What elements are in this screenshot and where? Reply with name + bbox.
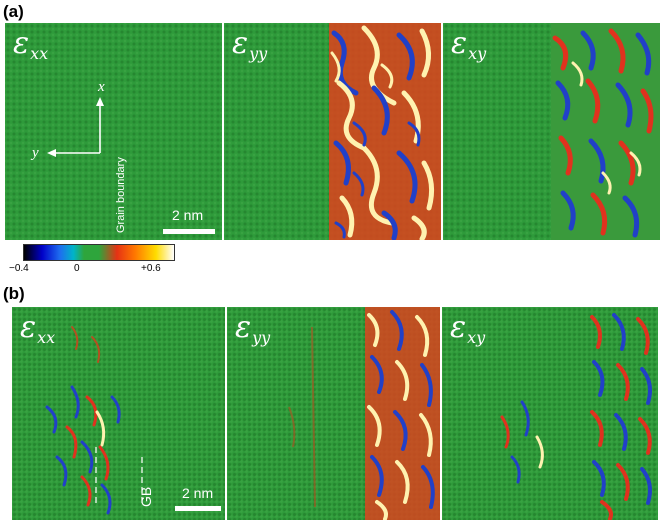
- strain-label-b-eyy: εyy: [235, 310, 271, 348]
- colorbar-mid-label: 0: [74, 263, 80, 274]
- axes-arrows: [47, 97, 104, 157]
- panel-b-exy: εxy: [442, 307, 658, 520]
- y-axis-label: y: [32, 145, 39, 161]
- scale-bar-label-a: 2 nm: [172, 207, 204, 223]
- part-a-label: (a): [3, 2, 24, 21]
- panel-a-exy: εxy: [443, 23, 660, 240]
- scale-bar-label-b: 2 nm: [182, 485, 214, 501]
- colorbar: [23, 244, 175, 261]
- strain-label-a-exy: εxy: [451, 26, 487, 64]
- panel-b-exx: εxx GB 2 nm: [12, 307, 225, 520]
- strain-pattern-a-exy: [551, 23, 660, 240]
- scale-bar-a: [163, 229, 215, 234]
- part-b-label: (b): [3, 284, 25, 303]
- gb-label: GB: [138, 486, 154, 507]
- strain-label-b-exx: εxx: [20, 310, 56, 348]
- strain-label-b-exy: εxy: [450, 310, 486, 348]
- scale-bar-b: [175, 506, 221, 511]
- panel-a-exx: εxx x y Grain boundary 2 nm: [5, 23, 222, 240]
- strain-pattern-b-exy: [500, 313, 652, 520]
- strain-label-a-exx: εxx: [13, 26, 49, 64]
- grain-boundary-label: Grain boundary: [115, 157, 127, 233]
- x-axis-label: x: [98, 79, 105, 95]
- strain-pattern-a-eyy: [329, 23, 441, 240]
- strain-pattern-b-eyy: [288, 307, 440, 520]
- colorbar-min-label: −0.4: [9, 263, 29, 274]
- colorbar-max-label: +0.6: [141, 263, 161, 274]
- panel-b-eyy: εyy: [227, 307, 440, 520]
- strain-pattern-b-exx: [45, 326, 143, 515]
- strain-label-a-eyy: εyy: [232, 26, 268, 64]
- panel-a-eyy: εyy: [224, 23, 441, 240]
